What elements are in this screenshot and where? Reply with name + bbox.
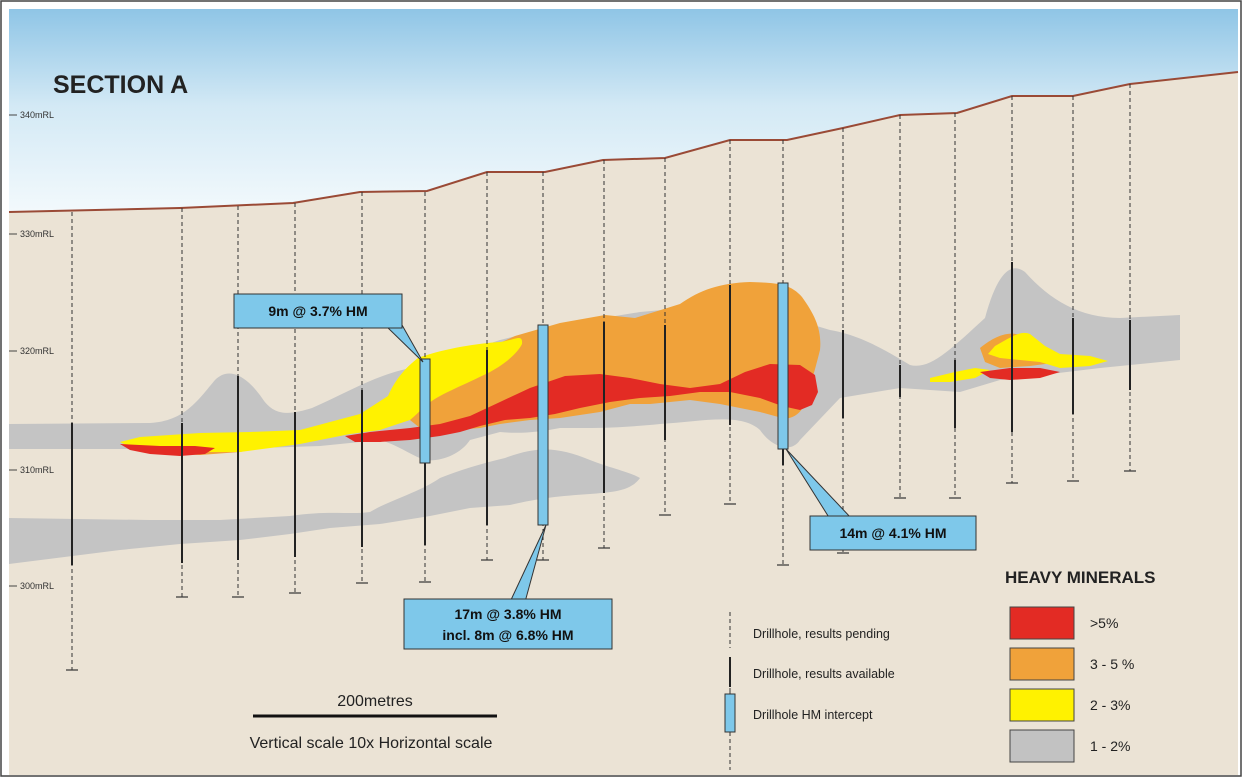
rl-label-340: 340mRL — [20, 110, 54, 120]
callout-17m-line2: incl. 8m @ 6.8% HM — [442, 627, 573, 643]
callout-14m-text: 14m @ 4.1% HM — [839, 525, 946, 541]
legend-label-1-2: 1 - 2% — [1090, 738, 1130, 754]
rl-label-310: 310mRL — [20, 465, 54, 475]
legend-swatch-grey — [1009, 729, 1075, 763]
legend-label-gt5: >5% — [1090, 615, 1118, 631]
legend-title: HEAVY MINERALS — [1005, 568, 1156, 587]
key-intercept-label: Drillhole HM intercept — [753, 708, 873, 722]
key-pending-label: Drillhole, results pending — [753, 627, 890, 641]
scale-bar-label: 200metres — [337, 693, 413, 710]
zone-gt5pct — [120, 364, 1060, 456]
legend-swatch-orange — [1009, 647, 1075, 681]
rl-label-330: 330mRL — [20, 229, 54, 239]
drillhole-key: Drillhole, results pending Drillhole, re… — [724, 612, 895, 770]
section-title: SECTION A — [53, 71, 188, 99]
surface-line — [8, 71, 1239, 213]
callout-17m: 17m @ 3.8% HM incl. 8m @ 6.8% HM — [403, 524, 613, 650]
rl-label-320: 320mRL — [20, 346, 54, 356]
scale-note: Vertical scale 10x Horizontal scale — [250, 735, 493, 752]
callout-17m-line1: 17m @ 3.8% HM — [454, 606, 561, 622]
drillhole-end-ticks — [66, 470, 1136, 671]
legend-label-2-3: 2 - 3% — [1090, 697, 1130, 713]
callout-14m: 14m @ 4.1% HM — [785, 448, 977, 551]
legend: HEAVY MINERALS >5% 3 - 5 % 2 - 3% 1 - 2% — [1005, 568, 1156, 763]
callout-9m-text: 9m @ 3.7% HM — [268, 303, 367, 319]
rl-axis: 340mRL 330mRL 320mRL 310mRL 300mRL — [9, 110, 54, 591]
key-available-label: Drillhole, results available — [753, 667, 895, 681]
legend-swatch-red — [1009, 606, 1075, 640]
callout-9m: 9m @ 3.7% HM — [233, 293, 424, 363]
legend-swatch-yellow — [1009, 688, 1075, 722]
rl-label-300: 300mRL — [20, 581, 54, 591]
legend-label-3-5: 3 - 5 % — [1090, 656, 1134, 672]
scale-bar: 200metres Vertical scale 10x Horizontal … — [250, 693, 497, 752]
hm-intercepts — [419, 282, 789, 526]
